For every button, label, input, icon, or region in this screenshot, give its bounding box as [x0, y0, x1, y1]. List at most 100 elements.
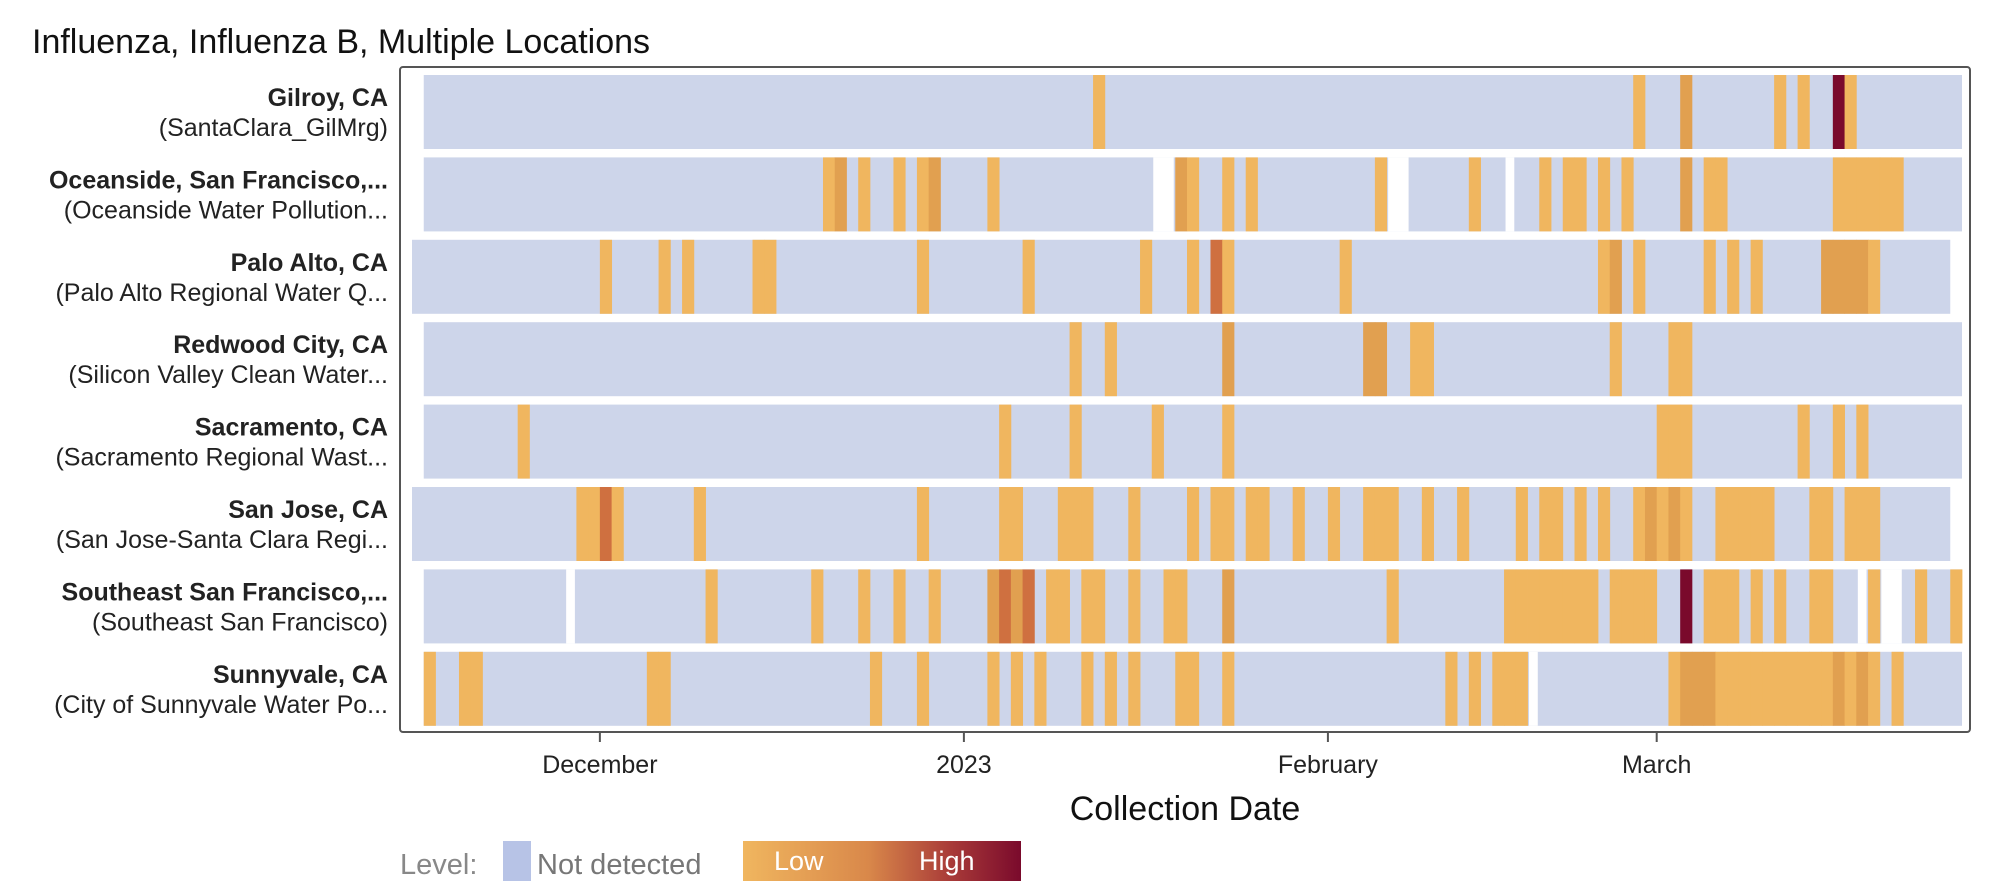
- missing-sample-gap: [1529, 651, 1538, 726]
- detection-cell: [1175, 569, 1188, 644]
- detection-cell: [1222, 487, 1235, 561]
- detection-cell: [1492, 651, 1505, 726]
- detection-cell: [1644, 487, 1658, 561]
- heatmap-row: [412, 487, 1951, 561]
- detection-cell: [999, 569, 1012, 644]
- legend-level-gradient: [743, 841, 1021, 881]
- detection-cell: [1187, 487, 1200, 561]
- detection-cell: [1797, 404, 1810, 479]
- detection-cell: [1856, 239, 1869, 314]
- row-location-label: Oceanside, San Francisco,...: [49, 166, 388, 194]
- detection-cell: [1515, 651, 1528, 726]
- detection-cell: [1175, 651, 1188, 726]
- detection-cell: [1057, 487, 1070, 561]
- detection-cell: [999, 487, 1012, 561]
- detection-cell: [811, 569, 824, 644]
- detection-cell: [1093, 75, 1106, 149]
- legend-title: Level:: [400, 849, 477, 881]
- detection-cell: [1715, 487, 1728, 561]
- detection-cell: [588, 487, 601, 561]
- detection-cell: [1680, 651, 1693, 726]
- detection-cell: [1703, 569, 1716, 644]
- detection-cell: [1222, 322, 1235, 397]
- row-site-label: (Silicon Valley Clean Water...: [68, 361, 388, 389]
- detection-cell: [1656, 404, 1669, 479]
- detection-cell: [470, 651, 483, 726]
- detection-cell: [1457, 487, 1470, 561]
- detection-cell: [599, 239, 613, 314]
- not-detected-band: [423, 322, 1962, 397]
- detection-cell: [611, 487, 624, 561]
- detection-cell: [1504, 569, 1517, 644]
- detection-cell: [822, 157, 836, 232]
- row-site-label: (Oceanside Water Pollution...: [64, 196, 388, 224]
- plot-frame: [399, 66, 1971, 733]
- row-location-label: San Jose, CA: [228, 496, 388, 524]
- detection-cell: [1844, 487, 1857, 561]
- detection-cell: [1703, 651, 1716, 726]
- detection-cell: [1245, 157, 1258, 232]
- detection-cell: [1680, 404, 1693, 479]
- detection-cell: [1081, 651, 1094, 726]
- detection-cell: [1515, 487, 1528, 561]
- detection-cell: [1844, 239, 1857, 314]
- detection-cell: [1668, 404, 1681, 479]
- heatmap-row: [423, 322, 1962, 397]
- detection-cell: [1774, 75, 1787, 149]
- missing-sample-gap: [1881, 569, 1902, 644]
- detection-cell: [423, 651, 436, 726]
- heatmap-row: [423, 404, 1962, 479]
- detection-cell: [1785, 651, 1799, 726]
- detection-cell: [1257, 487, 1270, 561]
- detection-cell: [1950, 569, 1963, 644]
- detection-cell: [1633, 569, 1646, 644]
- detection-cell: [1797, 651, 1810, 726]
- detection-cell: [1656, 487, 1669, 561]
- detection-cell: [1222, 404, 1235, 479]
- detection-cell: [1187, 157, 1200, 232]
- detection-cell: [928, 157, 941, 232]
- detection-cell: [987, 569, 1000, 644]
- detection-cell: [1821, 569, 1834, 644]
- detection-cell: [1057, 569, 1070, 644]
- detection-cell: [1856, 487, 1869, 561]
- heatmap-row: [423, 569, 1963, 644]
- detection-cell: [1597, 157, 1611, 232]
- x-axis: December 2023 February March: [542, 732, 1691, 779]
- detection-cell: [1069, 322, 1082, 397]
- detection-cell: [1504, 651, 1517, 726]
- legend-not-detected-swatch: [503, 841, 531, 881]
- detection-cell: [458, 651, 472, 726]
- detection-cell: [1868, 569, 1881, 644]
- detection-cell: [1245, 487, 1258, 561]
- detection-cell: [1128, 651, 1141, 726]
- detection-cell: [1891, 157, 1904, 232]
- detection-cell: [1374, 157, 1388, 232]
- detection-cell: [1374, 322, 1388, 397]
- detection-cell: [858, 569, 871, 644]
- detection-cell: [1574, 487, 1587, 561]
- detection-cell: [1363, 487, 1376, 561]
- detection-cell: [1574, 569, 1587, 644]
- detection-cell: [1034, 651, 1047, 726]
- detection-cell: [1468, 157, 1481, 232]
- detection-cell: [1668, 487, 1681, 561]
- detection-cell: [893, 157, 906, 232]
- detection-cell: [1821, 651, 1834, 726]
- missing-sample-gap: [1388, 157, 1409, 232]
- detection-cell: [1727, 651, 1740, 726]
- detection-cell: [1609, 569, 1622, 644]
- row-site-label: (Palo Alto Regional Water Q...: [55, 279, 388, 307]
- detection-cell: [1668, 651, 1681, 726]
- detection-cell: [1551, 569, 1564, 644]
- detection-cell: [1562, 157, 1575, 232]
- detection-cell: [693, 487, 706, 561]
- detection-cell: [893, 569, 906, 644]
- detection-cell: [987, 157, 1000, 232]
- detection-cell: [1187, 651, 1200, 726]
- detection-cell: [1551, 487, 1564, 561]
- row-location-label: Sacramento, CA: [195, 414, 388, 442]
- detection-cell: [1010, 569, 1024, 644]
- detection-cell: [1010, 651, 1024, 726]
- detection-cell: [869, 651, 883, 726]
